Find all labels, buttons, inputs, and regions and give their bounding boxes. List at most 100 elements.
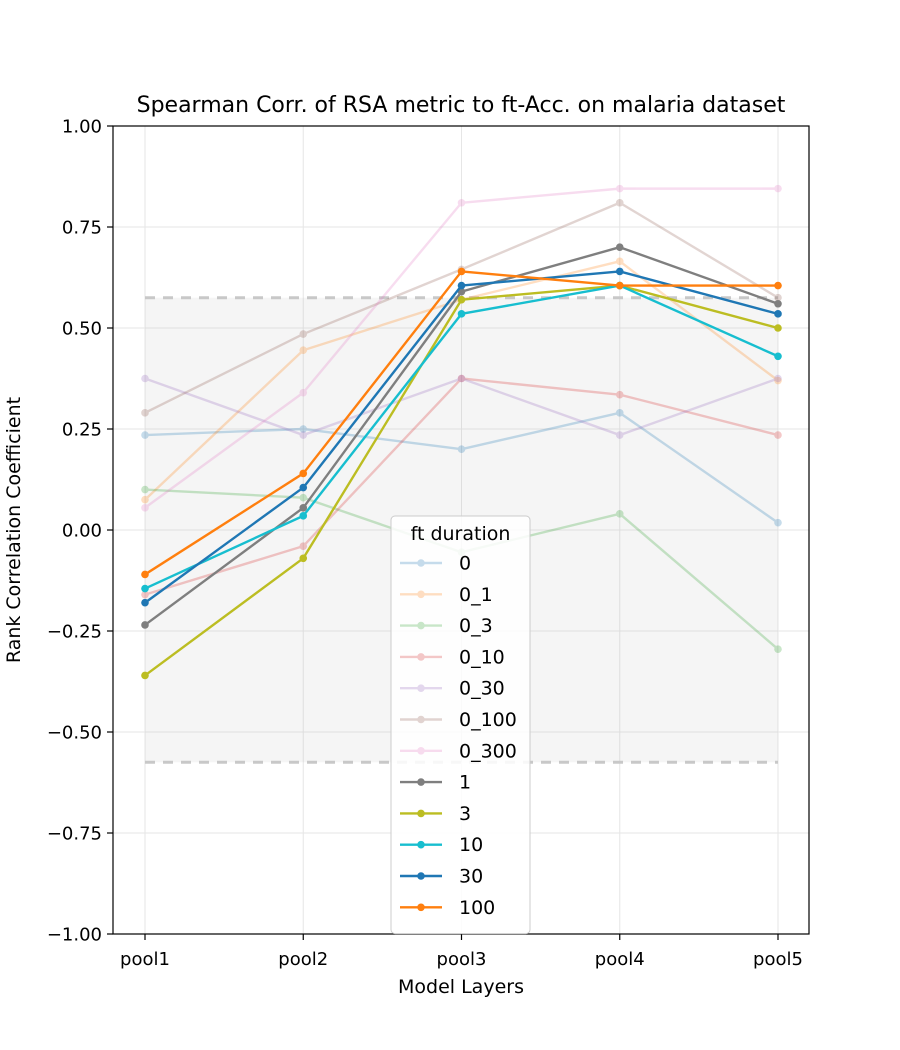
legend-swatch-10 <box>400 840 442 849</box>
series-layer <box>141 184 782 680</box>
point-10-pool5 <box>774 352 782 361</box>
point-30-pool1 <box>141 598 149 607</box>
point-0_1-pool2 <box>299 346 308 355</box>
legend-marker-3 <box>417 809 425 818</box>
legend-label-0_300: 0_300 <box>459 740 517 762</box>
point-0_100-pool4 <box>615 198 624 207</box>
series-0_30 <box>141 374 782 439</box>
y-tick-label-5: 0.25 <box>62 420 102 441</box>
point-3-pool1 <box>141 671 149 680</box>
point-0_300-pool2 <box>299 388 308 397</box>
point-1-pool2 <box>299 503 308 512</box>
point-30-pool3 <box>457 281 466 290</box>
legend-label-1: 1 <box>459 772 471 794</box>
chart-title: Spearman Corr. of RSA metric to ft-Acc. … <box>137 93 786 118</box>
legend-marker-0 <box>417 559 425 567</box>
legend: ft duration 0 0_1 0_3 0_10 0_30 0_100 0_300 1 3 10… <box>390 515 531 935</box>
x-tick-label-pool3: pool3 <box>437 949 487 970</box>
legend-label-0_100: 0_100 <box>459 709 517 731</box>
point-0_100-pool2 <box>299 330 308 338</box>
y-tick-label-0: −1.00 <box>47 925 102 946</box>
legend-label-0_10: 0_10 <box>459 646 505 668</box>
point-0_10-pool5 <box>774 431 782 439</box>
y-tick-label-8: 1.00 <box>62 117 102 138</box>
series-line-0_300 <box>144 187 778 509</box>
point-0_3-pool5 <box>774 645 782 653</box>
point-0_10-pool3 <box>457 374 466 383</box>
y-tick-label-7: 0.75 <box>62 218 102 239</box>
series-0_10 <box>141 374 782 599</box>
point-0_3-pool2 <box>299 493 308 502</box>
point-30-pool4 <box>615 267 624 276</box>
point-0_30-pool2 <box>299 431 308 439</box>
point-0_30-pool1 <box>141 374 149 383</box>
point-0-pool5 <box>774 518 782 527</box>
point-10-pool2 <box>299 512 308 520</box>
legend-swatch-0_300 <box>400 747 442 755</box>
point-0_10-pool2 <box>299 542 308 550</box>
legend-swatch-0_3 <box>400 621 442 630</box>
point-0_30-pool4 <box>615 431 624 439</box>
point-0_30-pool3 <box>457 374 466 383</box>
legend-marker-10 <box>417 840 425 849</box>
point-100-pool3 <box>457 267 466 276</box>
point-0_10-pool1 <box>141 590 149 599</box>
x-tick-label-pool2: pool2 <box>278 949 328 970</box>
point-100-pool1 <box>141 570 149 579</box>
point-10-pool1 <box>141 584 149 593</box>
y-axis-label: Rank Correlation Coefficient <box>3 397 25 663</box>
series-line-0_30 <box>144 377 779 437</box>
point-0_10-pool4 <box>615 390 624 399</box>
legend-label-3: 3 <box>459 803 471 825</box>
point-30-pool2 <box>299 483 308 492</box>
point-0_300-pool4 <box>615 184 624 193</box>
point-0_300-pool5 <box>774 184 782 193</box>
y-tick-label-4: 0.00 <box>62 521 102 542</box>
y-tick-label-3: −0.25 <box>47 622 102 643</box>
legend-swatch-3 <box>400 809 442 818</box>
point-30-pool5 <box>774 310 782 318</box>
point-0-pool4 <box>615 409 624 417</box>
point-1-pool4 <box>615 243 624 251</box>
series-line-0_10 <box>144 377 779 596</box>
y-tick-label-6: 0.50 <box>62 319 102 340</box>
point-0_100-pool5 <box>774 293 782 302</box>
legend-label-0: 0 <box>459 553 471 575</box>
x-tick-label-pool4: pool4 <box>595 949 645 970</box>
point-0-pool2 <box>299 425 308 433</box>
point-100-pool2 <box>299 469 308 478</box>
legend-swatch-1 <box>400 778 442 786</box>
legend-box <box>390 515 531 935</box>
series-line-0 <box>144 411 779 524</box>
point-3-pool2 <box>299 554 308 563</box>
point-3-pool5 <box>774 324 782 332</box>
legend-swatch-0_1 <box>400 590 442 599</box>
point-0_300-pool1 <box>141 503 149 512</box>
point-0_3-pool1 <box>141 485 149 494</box>
series-0_300 <box>141 184 782 512</box>
series-100 <box>141 267 782 579</box>
y-ticks: −1.00 −0.75 −0.50 −0.25 0.00 0.25 0.50 0.75 1.00 <box>47 117 113 946</box>
legend-marker-30 <box>417 872 425 880</box>
y-tick-label-2: −0.50 <box>47 723 102 744</box>
point-0_30-pool5 <box>774 374 782 383</box>
series-0 <box>141 409 782 527</box>
point-0_1-pool1 <box>141 495 149 504</box>
legend-marker-0_1 <box>417 590 425 599</box>
legend-swatch-0_100 <box>400 715 442 724</box>
legend-label-10: 10 <box>459 834 483 856</box>
point-1-pool5 <box>774 299 782 308</box>
legend-label-30: 30 <box>459 866 483 888</box>
legend-marker-0_100 <box>417 715 425 724</box>
point-0-pool3 <box>457 445 466 454</box>
legend-label-0_30: 0_30 <box>459 678 505 700</box>
point-0-pool1 <box>141 431 149 439</box>
legend-label-100: 100 <box>459 897 495 919</box>
legend-swatch-0_10 <box>400 653 442 661</box>
legend-marker-100 <box>417 903 425 912</box>
point-0_100-pool1 <box>141 409 149 417</box>
y-tick-label-1: −0.75 <box>47 824 102 845</box>
x-tick-label-pool5: pool5 <box>753 949 803 970</box>
x-ticks: pool1 pool2 pool3 pool4 pool5 <box>120 934 803 970</box>
